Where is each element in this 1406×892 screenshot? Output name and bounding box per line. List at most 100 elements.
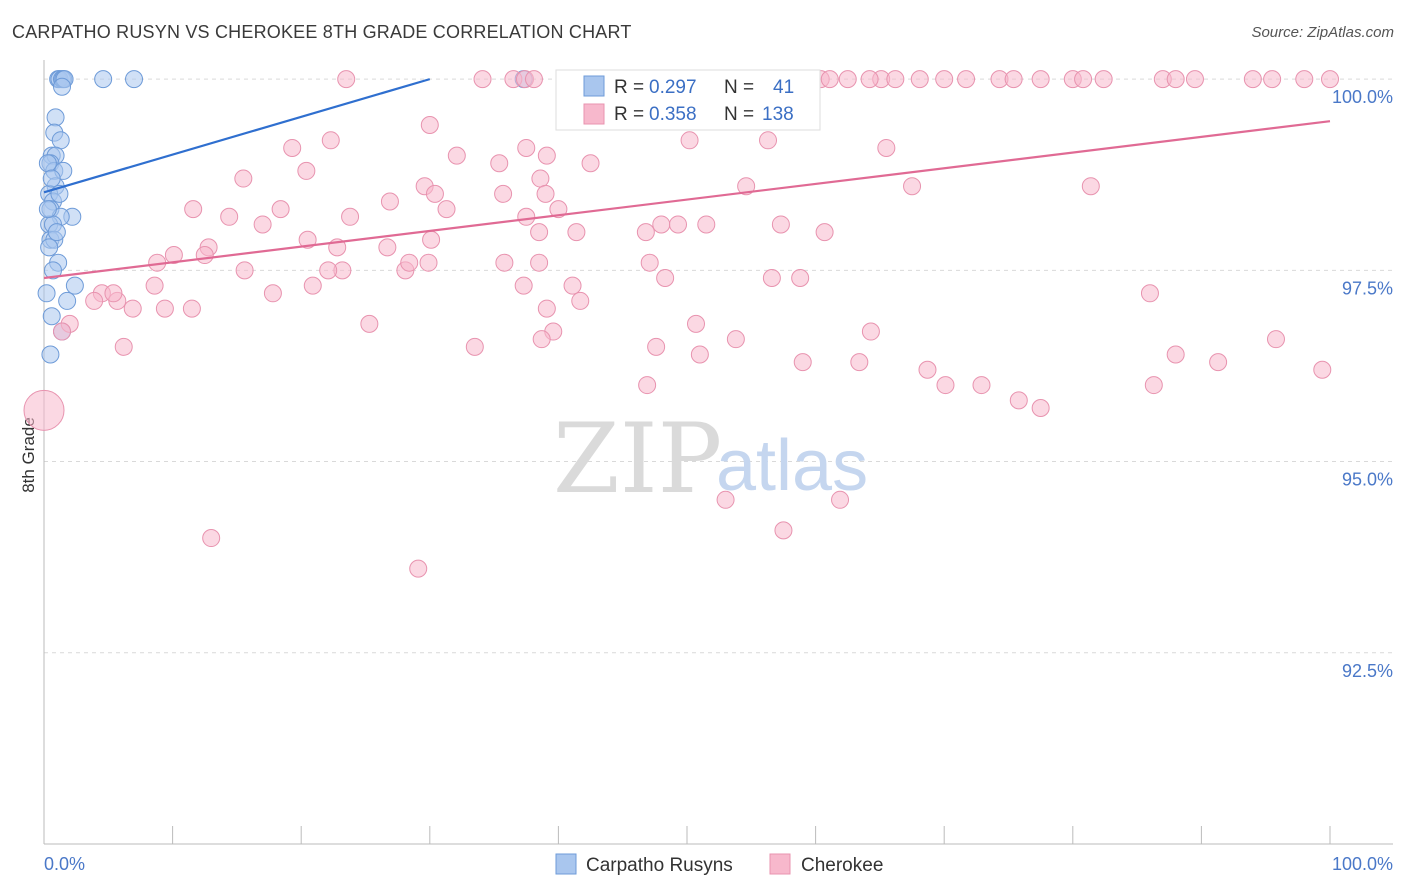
trend-lines xyxy=(43,78,1331,280)
point-0-30 xyxy=(37,284,56,303)
point-1-134 xyxy=(716,490,735,509)
point-1-12 xyxy=(820,70,839,89)
point-1-1 xyxy=(473,70,492,89)
bottom-legend-swatch-rusyn xyxy=(555,853,577,875)
bottom-legend: Carpatho Rusyns Cherokee xyxy=(555,853,883,876)
point-1-137 xyxy=(202,529,221,548)
point-0-37 xyxy=(47,223,66,242)
point-1-116 xyxy=(690,345,709,364)
point-1-39 xyxy=(517,138,536,157)
point-1-109 xyxy=(53,322,72,341)
point-1-43 xyxy=(283,138,302,157)
point-1-74 xyxy=(298,230,317,249)
point-1-54 xyxy=(425,184,444,203)
point-0-34 xyxy=(41,345,60,364)
point-1-91 xyxy=(762,268,781,287)
point-1-20 xyxy=(1004,70,1023,89)
point-1-126 xyxy=(647,337,666,356)
grid-lines xyxy=(44,78,1393,654)
y-tick-labels: 100.0% 97.5% 95.0% 92.5% xyxy=(1332,87,1393,681)
point-1-16 xyxy=(910,70,929,89)
watermark-zip: ZIP xyxy=(553,403,722,515)
point-1-24 xyxy=(1094,70,1113,89)
point-1-75 xyxy=(422,230,441,249)
point-0-31 xyxy=(58,291,77,310)
point-1-68 xyxy=(668,215,687,234)
point-1-130 xyxy=(1031,399,1050,418)
point-0-35 xyxy=(38,154,57,173)
point-1-136 xyxy=(774,521,793,540)
point-1-107 xyxy=(85,291,104,310)
point-1-127 xyxy=(972,376,991,395)
trend-line-0 xyxy=(43,78,431,194)
legend: R = 0.297 N = 41 R = 0.358 N = 138 xyxy=(555,69,821,131)
point-1-28 xyxy=(1243,70,1262,89)
point-1-15 xyxy=(886,70,905,89)
point-1-59 xyxy=(271,200,290,219)
point-1-46 xyxy=(581,154,600,173)
legend-r-label-1: R = xyxy=(614,77,644,98)
point-1-92 xyxy=(791,268,810,287)
point-1-0 xyxy=(337,70,356,89)
point-1-57 xyxy=(380,192,399,211)
point-1-99 xyxy=(537,299,556,318)
point-1-131 xyxy=(1266,330,1285,349)
point-1-34 xyxy=(860,70,879,89)
point-1-128 xyxy=(1144,376,1163,395)
point-1-64 xyxy=(549,200,568,219)
point-0-29 xyxy=(65,276,84,295)
point-1-79 xyxy=(164,246,183,265)
point-cherokee-large xyxy=(23,389,65,431)
point-1-70 xyxy=(636,223,655,242)
point-1-89 xyxy=(530,253,549,272)
point-1-120 xyxy=(861,322,880,341)
point-1-30 xyxy=(1295,70,1314,89)
point-1-93 xyxy=(263,284,282,303)
point-1-58 xyxy=(437,200,456,219)
point-1-129 xyxy=(1009,391,1028,410)
point-1-100 xyxy=(145,276,164,295)
point-1-97 xyxy=(656,268,675,287)
y-tick-label-3: 92.5% xyxy=(1342,661,1393,681)
point-0-36 xyxy=(42,169,61,188)
point-1-38 xyxy=(759,131,778,150)
point-1-135 xyxy=(831,490,850,509)
point-0-32 xyxy=(42,307,61,326)
point-0-8 xyxy=(53,77,72,96)
point-1-18 xyxy=(957,70,976,89)
legend-n-label-1: N = xyxy=(724,77,754,98)
point-1-61 xyxy=(220,207,239,226)
point-1-21 xyxy=(1031,70,1050,89)
point-1-95 xyxy=(514,276,533,295)
point-1-42 xyxy=(877,138,896,157)
point-1-112 xyxy=(687,314,706,333)
bottom-legend-label-cherokee: Cherokee xyxy=(801,855,883,876)
bottom-legend-swatch-cherokee xyxy=(769,853,791,875)
point-1-90 xyxy=(640,253,659,272)
point-1-37 xyxy=(321,131,340,150)
point-1-114 xyxy=(465,337,484,356)
point-0-38 xyxy=(38,200,57,219)
point-1-27 xyxy=(1185,70,1204,89)
point-1-26 xyxy=(1166,70,1185,89)
legend-r-label-2: R = xyxy=(614,104,644,125)
point-1-118 xyxy=(850,353,869,372)
point-1-52 xyxy=(903,177,922,196)
point-1-72 xyxy=(771,215,790,234)
point-1-84 xyxy=(319,261,338,280)
point-1-87 xyxy=(419,253,438,272)
y-tick-label-1: 97.5% xyxy=(1342,278,1393,298)
point-0-11 xyxy=(51,131,70,150)
point-1-96 xyxy=(563,276,582,295)
point-1-69 xyxy=(697,215,716,234)
point-1-50 xyxy=(531,169,550,188)
chart-source: Source: ZipAtlas.com xyxy=(1251,24,1394,41)
point-1-44 xyxy=(447,146,466,165)
point-1-13 xyxy=(838,70,857,89)
legend-r-value-2: 0.358 xyxy=(649,104,697,125)
y-tick-label-2: 95.0% xyxy=(1342,470,1393,490)
point-0-27 xyxy=(40,238,59,257)
point-1-53 xyxy=(1081,177,1100,196)
point-1-103 xyxy=(123,299,142,318)
legend-n-value-2: 138 xyxy=(762,104,794,125)
